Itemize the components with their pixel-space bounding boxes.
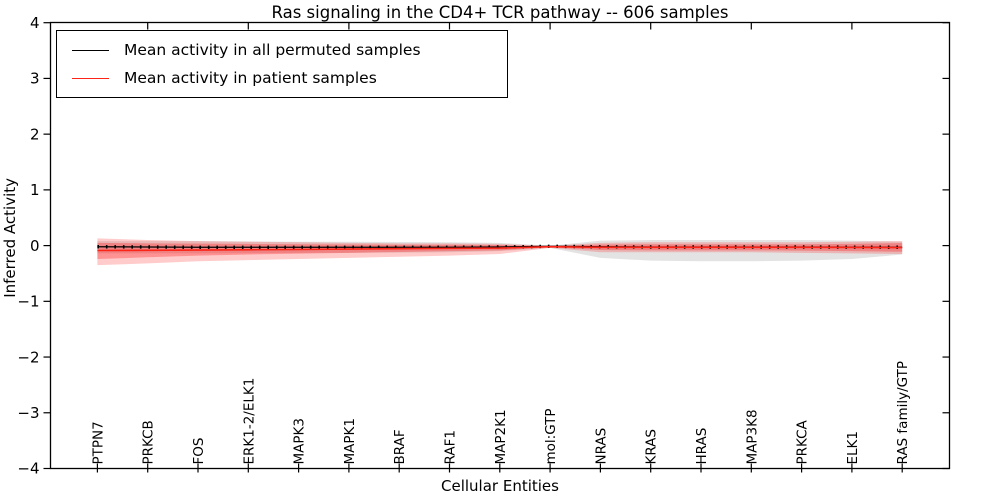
y-tick-label: −2 (17, 348, 39, 366)
x-axis-label: Cellular Entities (441, 477, 559, 495)
permuted-line-swatch (72, 49, 109, 51)
x-tick-label: RAF1 (443, 430, 459, 464)
x-tick-label: NRAS (593, 428, 609, 465)
y-tick-label: 4 (30, 14, 40, 32)
patient-mean-line (97, 245, 903, 252)
y-tick-label: 1 (30, 181, 40, 199)
patient-line-swatch (72, 77, 109, 79)
x-tick-label: FOS (191, 438, 207, 465)
y-tick-label: 0 (30, 237, 40, 255)
x-tick-label: PTPN7 (90, 421, 106, 464)
y-tick-label: −1 (17, 293, 39, 311)
legend-label-permuted: Mean activity in all permuted samples (124, 41, 421, 59)
legend-label-patient: Mean activity in patient samples (124, 69, 377, 87)
x-tick-label: MAPK3 (292, 418, 308, 464)
x-tick-label: PRKCA (795, 419, 811, 464)
x-tick-label: BRAF (392, 429, 408, 464)
x-tick-label: KRAS (644, 429, 660, 465)
x-tick-label: MAPK1 (342, 418, 358, 464)
x-tick-label: PRKCB (141, 420, 157, 464)
x-tick-label: ERK1-2/ELK1 (241, 378, 257, 465)
legend: Mean activity in all permuted samples Me… (56, 30, 508, 98)
y-axis-label: Inferred Activity (1, 178, 19, 298)
y-tick-label: −3 (17, 404, 39, 422)
y-tick-label: 3 (30, 70, 40, 88)
x-tick-label: RAS family/GTP (895, 361, 911, 465)
legend-entry-patient: Mean activity in patient samples (57, 69, 507, 87)
x-tick-label: mol:GTP (543, 408, 559, 464)
patient-std-outer-band (97, 238, 903, 266)
x-tick-label: ELK1 (845, 431, 861, 465)
x-tick-label: MAP2K1 (493, 409, 509, 464)
chart-title: Ras signaling in the CD4+ TCR pathway --… (271, 3, 729, 22)
y-tick-label: −4 (17, 460, 39, 478)
y-tick-label: 2 (30, 125, 40, 143)
legend-entry-permuted: Mean activity in all permuted samples (57, 41, 507, 59)
x-tick-label: MAP3K8 (744, 409, 760, 464)
x-tick-label: HRAS (694, 428, 710, 465)
